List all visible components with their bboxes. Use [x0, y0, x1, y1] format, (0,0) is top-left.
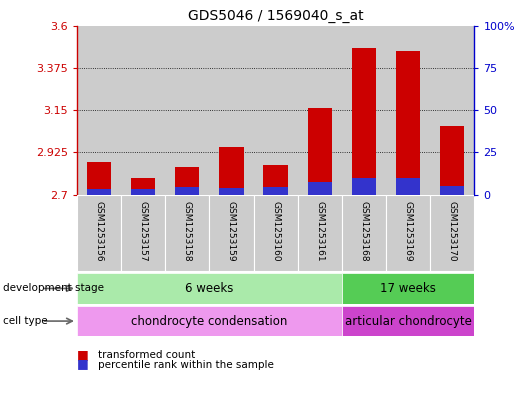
Text: GSM1253159: GSM1253159 [227, 201, 236, 261]
Text: GSM1253156: GSM1253156 [94, 201, 103, 261]
Bar [87, 189, 111, 195]
Bar [175, 167, 199, 195]
Bar [298, 195, 342, 271]
Bar [209, 195, 253, 271]
Text: GSM1253158: GSM1253158 [183, 201, 192, 261]
Bar [440, 126, 464, 195]
Bar [131, 178, 155, 195]
Text: 17 weeks: 17 weeks [380, 282, 436, 295]
Bar [263, 187, 288, 195]
Bar [342, 26, 386, 195]
Bar [342, 306, 474, 336]
Bar [77, 195, 121, 271]
Text: GSM1253169: GSM1253169 [404, 201, 412, 261]
Bar [386, 195, 430, 271]
Bar [209, 26, 253, 195]
Bar [307, 182, 332, 195]
Bar [352, 48, 376, 195]
Bar [263, 165, 288, 195]
Bar [87, 162, 111, 195]
Text: transformed count: transformed count [98, 350, 195, 360]
Bar [121, 195, 165, 271]
Title: GDS5046 / 1569040_s_at: GDS5046 / 1569040_s_at [188, 9, 364, 23]
Bar [430, 26, 474, 195]
Bar [342, 195, 386, 271]
Text: chondrocyte condensation: chondrocyte condensation [131, 314, 288, 328]
Bar [219, 147, 244, 195]
Text: GSM1253168: GSM1253168 [359, 201, 368, 261]
Bar [342, 273, 474, 304]
Bar [352, 178, 376, 195]
Bar [131, 189, 155, 195]
Text: 6 weeks: 6 weeks [185, 282, 234, 295]
Text: GSM1253157: GSM1253157 [139, 201, 147, 261]
Bar [440, 186, 464, 195]
Text: ■: ■ [77, 357, 89, 371]
Bar [219, 188, 244, 195]
Bar [386, 26, 430, 195]
Bar [298, 26, 342, 195]
Text: ■: ■ [77, 347, 89, 361]
Bar [165, 195, 209, 271]
Text: development stage: development stage [3, 283, 104, 294]
Text: GSM1253170: GSM1253170 [448, 201, 457, 261]
Bar [253, 26, 298, 195]
Text: percentile rank within the sample: percentile rank within the sample [98, 360, 274, 370]
Bar [121, 26, 165, 195]
Bar [307, 108, 332, 195]
Bar [430, 195, 474, 271]
Bar [396, 178, 420, 195]
Text: GSM1253161: GSM1253161 [315, 201, 324, 261]
Text: cell type: cell type [3, 316, 47, 326]
Bar [175, 187, 199, 195]
Bar [253, 195, 298, 271]
Bar [77, 306, 342, 336]
Text: GSM1253160: GSM1253160 [271, 201, 280, 261]
Bar [77, 26, 121, 195]
Bar [396, 51, 420, 195]
Bar [165, 26, 209, 195]
Bar [77, 273, 342, 304]
Text: articular chondrocyte: articular chondrocyte [344, 314, 472, 328]
